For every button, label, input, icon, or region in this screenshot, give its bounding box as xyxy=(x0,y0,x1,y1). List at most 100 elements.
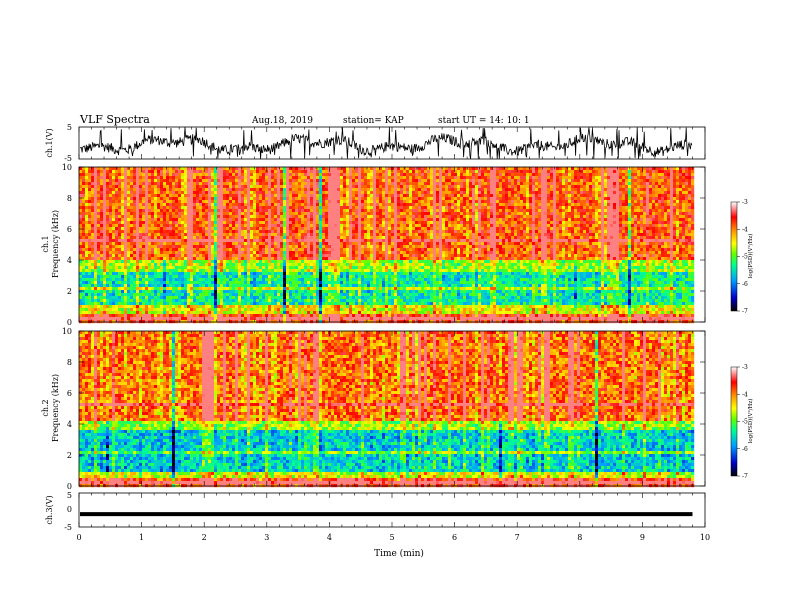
spectrogram-cell xyxy=(229,299,232,302)
spectrogram-cell xyxy=(148,266,151,269)
spectrogram-cell xyxy=(229,227,232,230)
spectrogram-cell xyxy=(229,302,232,305)
spectrogram-cell xyxy=(130,173,133,176)
spectrogram-cell xyxy=(235,167,238,170)
spectrogram-cell xyxy=(244,185,247,188)
spectrogram-cell xyxy=(199,269,202,272)
spectrogram-cell xyxy=(190,182,193,185)
spectrogram-cell xyxy=(235,191,238,194)
spectrogram-cell xyxy=(151,260,154,263)
spectrogram-cell xyxy=(229,272,232,275)
spectrogram-cell xyxy=(112,179,115,182)
spectrogram-cell xyxy=(151,203,154,206)
spectrogram-cell xyxy=(355,290,358,293)
spectrogram-cell xyxy=(304,203,307,206)
spectrogram-cell xyxy=(304,185,307,188)
spectrogram-cell xyxy=(202,230,205,233)
spectrogram-cell xyxy=(142,233,145,236)
spectrogram-cell xyxy=(166,194,169,197)
spectrogram-cell xyxy=(352,224,355,227)
spectrogram-cell xyxy=(334,209,337,212)
spectrogram-cell xyxy=(106,206,109,209)
spectrogram-cell xyxy=(106,299,109,302)
spectrogram-cell xyxy=(208,200,211,203)
spectrogram-cell xyxy=(268,257,271,260)
spectrogram-cell xyxy=(301,179,304,182)
spectrogram-cell xyxy=(79,284,82,287)
spectrogram-cell xyxy=(304,236,307,239)
spectrogram-cell xyxy=(331,191,334,194)
spectrogram-cell xyxy=(337,176,340,179)
spectrogram-cell xyxy=(181,302,184,305)
spectrogram-cell xyxy=(148,263,151,266)
spectrogram-cell xyxy=(235,254,238,257)
spectrogram-cell xyxy=(322,200,325,203)
spectrogram-cell xyxy=(88,296,91,299)
spectrogram-cell xyxy=(268,305,271,308)
spectrogram-cell xyxy=(91,284,94,287)
spectrogram-cell xyxy=(292,221,295,224)
spectrogram-cell xyxy=(310,215,313,218)
spectrogram-cell xyxy=(322,302,325,305)
spectrogram-cell xyxy=(160,200,163,203)
spectrogram-cell xyxy=(214,248,217,251)
spectrogram-cell xyxy=(172,203,175,206)
spectrogram-cell xyxy=(355,197,358,200)
spectrogram-cell xyxy=(163,188,166,191)
spectrogram-cell xyxy=(79,188,82,191)
spectrogram-cell xyxy=(196,314,199,317)
spectrogram-cell xyxy=(157,200,160,203)
spectrogram-cell xyxy=(265,287,268,290)
spectrogram-cell xyxy=(331,293,334,296)
spectrogram-cell xyxy=(127,278,130,281)
spectrogram-cell xyxy=(292,317,295,320)
spectrogram-cell xyxy=(271,311,274,314)
spectrogram-cell xyxy=(271,242,274,245)
spectrogram-cell xyxy=(241,242,244,245)
spectrogram-cell xyxy=(322,203,325,206)
spectrogram-cell xyxy=(244,245,247,248)
spectrogram-cell xyxy=(136,248,139,251)
spectrogram-cell xyxy=(346,251,349,254)
spectrogram-cell xyxy=(280,275,283,278)
spectrogram-cell xyxy=(106,239,109,242)
spectrogram-cell xyxy=(211,299,214,302)
spectrogram-cell xyxy=(100,239,103,242)
spectrogram-cell xyxy=(247,239,250,242)
spectrogram-cell xyxy=(160,314,163,317)
spectrogram-cell xyxy=(136,296,139,299)
spectrogram-cell xyxy=(211,233,214,236)
spectrogram-cell xyxy=(244,212,247,215)
spectrogram-cell xyxy=(316,167,319,170)
spectrogram-cell xyxy=(283,224,286,227)
spectrogram-cell xyxy=(115,227,118,230)
spectrogram-cell xyxy=(136,242,139,245)
spectrogram-cell xyxy=(262,230,265,233)
spectrogram-cell xyxy=(88,167,91,170)
spectrogram-cell xyxy=(244,317,247,320)
spectrogram-cell xyxy=(157,290,160,293)
spectrogram-cell xyxy=(265,296,268,299)
spectrogram-cell xyxy=(187,263,190,266)
spectrogram-cell xyxy=(226,281,229,284)
spectrogram-cell xyxy=(85,194,88,197)
spectrogram-cell xyxy=(208,224,211,227)
spectrogram-cell xyxy=(301,290,304,293)
spectrogram-cell xyxy=(358,188,361,191)
spectrogram-cell xyxy=(205,245,208,248)
spectrogram-cell xyxy=(217,194,220,197)
spectrogram-cell xyxy=(280,173,283,176)
spectrogram-cell xyxy=(202,236,205,239)
spectrogram-cell xyxy=(184,221,187,224)
spectrogram-cell xyxy=(190,314,193,317)
spectrogram-cell xyxy=(184,179,187,182)
spectrogram-cell xyxy=(121,194,124,197)
spectrogram-cell xyxy=(148,242,151,245)
spectrogram-cell xyxy=(79,305,82,308)
ch1-waveform-ylabel: ch.1(V) xyxy=(45,128,54,157)
spectrogram-cell xyxy=(322,239,325,242)
spectrogram-cell xyxy=(262,299,265,302)
spectrogram-cell xyxy=(337,293,340,296)
spectrogram-cell xyxy=(91,296,94,299)
spectrogram-cell xyxy=(247,290,250,293)
